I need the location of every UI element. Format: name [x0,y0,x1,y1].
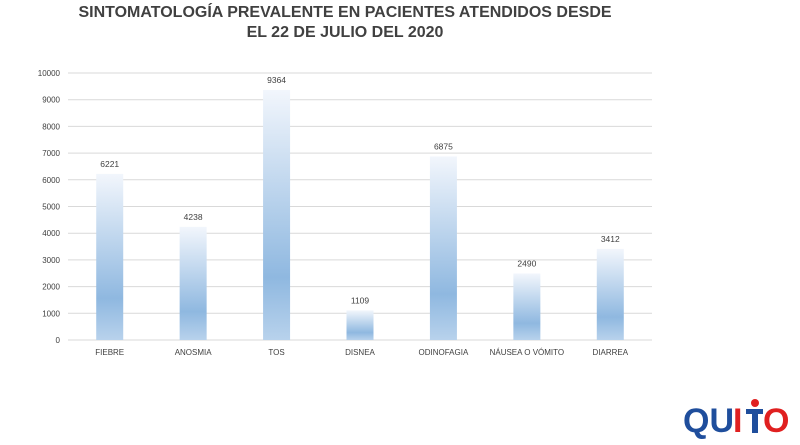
gridlines [68,72,652,341]
y-tick-label: 2000 [42,283,60,292]
svg-text:I: I [733,402,742,440]
x-category-label: DIARREA [593,348,629,357]
x-category-label: ANOSMIA [175,348,213,357]
svg-text:QU: QU [683,402,734,440]
y-tick-label: 3000 [42,256,60,265]
y-tick-label: 0 [56,336,61,345]
x-category-label: TOS [268,348,284,357]
bar [429,156,457,340]
y-tick-label: 9000 [42,96,60,105]
y-tick-label: 10000 [38,69,61,78]
bars [96,89,624,340]
svg-text:O: O [763,402,789,440]
x-category-label: NÁUSEA O VÓMITO [490,348,565,357]
y-tick-label: 7000 [42,149,60,158]
y-tick-label: 4000 [42,229,60,238]
data-label: 1109 [351,295,370,305]
bar [596,248,624,340]
bar [179,226,207,340]
data-label: 2490 [517,259,536,269]
y-tick-label: 5000 [42,203,60,212]
data-labels: 6221 4238 9364 1109 6875 2490 3412 [100,75,620,305]
data-label: 9364 [267,75,286,85]
data-label: 3412 [601,234,620,244]
chart-title-line-2: EL 22 DE JULIO DEL 2020 [246,24,444,41]
y-tick-label: 8000 [42,122,60,131]
y-axis-ticks: 0 1000 2000 3000 4000 5000 6000 7000 8000 9000 100… [38,69,61,345]
x-axis-categories: FIEBRE ANOSMIA TOS DISNEA ODINOFAGIA NÁUSEA O… [95,348,628,357]
bar [96,173,124,340]
quito-logo: QU I O [683,399,789,440]
x-category-label: DISNEA [345,348,375,357]
data-label: 4238 [184,212,203,222]
chart-title-line-1: SINTOMATOLOGÍA PREVALENTE EN PACIENTES A… [78,4,612,21]
x-category-label: FIEBRE [95,348,124,357]
y-tick-label: 1000 [42,309,60,318]
bar [346,310,374,340]
data-label: 6221 [100,159,119,169]
x-category-label: ODINOFAGIA [419,348,469,357]
bar [513,273,541,340]
y-tick-label: 6000 [42,176,60,185]
bar [263,89,291,340]
data-label: 6875 [434,141,453,151]
